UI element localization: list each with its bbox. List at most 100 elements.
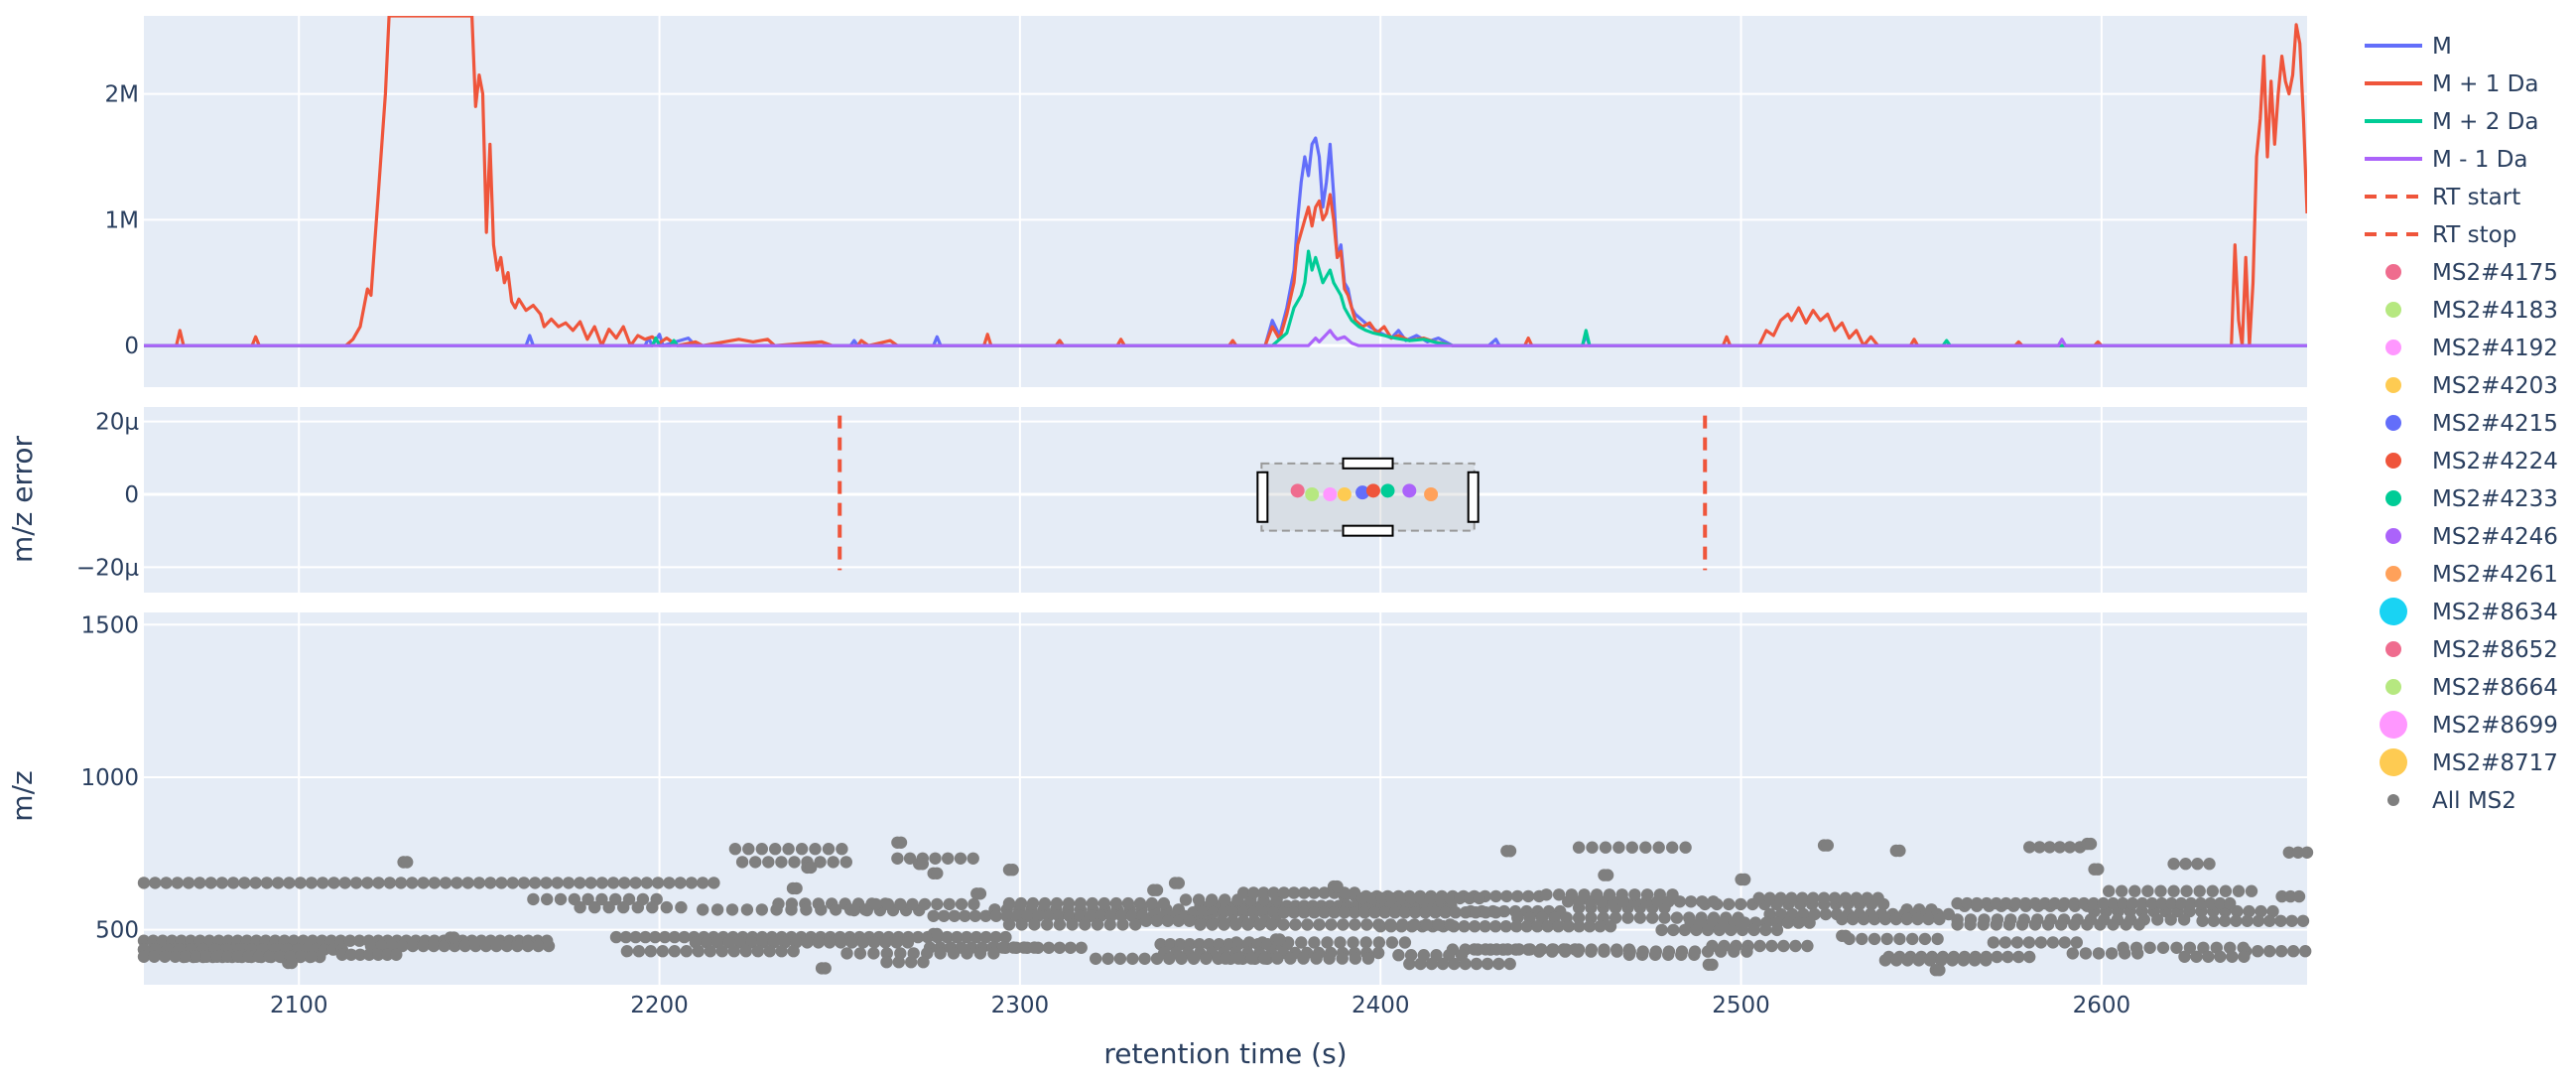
- ms2-point[interactable]: [948, 909, 961, 922]
- ms2-point[interactable]: [1540, 888, 1553, 901]
- ms2-point[interactable]: [656, 945, 669, 958]
- ms2-point[interactable]: [1500, 889, 1513, 903]
- ms2-point[interactable]: [527, 892, 540, 906]
- ms2-point[interactable]: [541, 892, 554, 906]
- ms2-point[interactable]: [2151, 913, 2164, 926]
- ms2-point[interactable]: [890, 936, 903, 949]
- ms2-point[interactable]: [2252, 914, 2265, 927]
- ms2-point[interactable]: [989, 909, 1003, 922]
- ms2-point[interactable]: [335, 948, 348, 961]
- ms2-point[interactable]: [1541, 920, 1555, 933]
- ms2-point[interactable]: [1459, 957, 1472, 971]
- ms2-point[interactable]: [2219, 884, 2233, 897]
- ms2-point[interactable]: [2023, 950, 2036, 964]
- ms2-point[interactable]: [458, 939, 471, 953]
- ms2-point[interactable]: [1612, 841, 1625, 854]
- ms2-point[interactable]: [880, 956, 893, 969]
- ms2-point[interactable]: [1403, 957, 1416, 971]
- ms2-point[interactable]: [1284, 952, 1297, 965]
- ms2-point[interactable]: [2117, 896, 2129, 910]
- ms2-point[interactable]: [137, 934, 151, 947]
- ms2-point[interactable]: [1957, 954, 1970, 967]
- ms2-point[interactable]: [221, 950, 234, 963]
- ms2-point[interactable]: [1890, 954, 1903, 967]
- ms2-point[interactable]: [966, 852, 979, 865]
- ms2-point[interactable]: [1623, 945, 1636, 958]
- ms2-point[interactable]: [1133, 896, 1147, 910]
- legend-item[interactable]: All MS2: [2387, 788, 2516, 814]
- ms2-point[interactable]: [1404, 891, 1418, 905]
- ms2-point[interactable]: [2131, 947, 2144, 960]
- ms2-point[interactable]: [1028, 918, 1041, 931]
- ms2-point[interactable]: [2274, 914, 2287, 927]
- ms2-point[interactable]: [1385, 891, 1398, 905]
- ms2-point[interactable]: [658, 930, 672, 944]
- ms2-point[interactable]: [226, 877, 240, 889]
- legend-item[interactable]: MS2#8664: [2385, 675, 2558, 701]
- ms2-point[interactable]: [1097, 896, 1111, 910]
- ms2-point[interactable]: [1819, 907, 1833, 921]
- ms2-point[interactable]: [2068, 896, 2081, 910]
- ms2-point[interactable]: [1287, 886, 1301, 899]
- ms2-point[interactable]: [1684, 895, 1698, 908]
- ms2-point[interactable]: [2094, 918, 2107, 931]
- ms2-point[interactable]: [2291, 846, 2305, 859]
- ms2-point[interactable]: [1298, 906, 1311, 919]
- ms2-point[interactable]: [532, 939, 545, 953]
- ms2-point[interactable]: [343, 934, 356, 947]
- ms2-point[interactable]: [362, 948, 376, 961]
- ms2-point[interactable]: [788, 856, 801, 869]
- ms2-point[interactable]: [1425, 957, 1439, 971]
- ms2-point[interactable]: [1323, 952, 1336, 965]
- ms2-point[interactable]: [1277, 886, 1291, 899]
- ms2-point[interactable]: [959, 909, 971, 922]
- error-point-ms2-4175[interactable]: [1290, 483, 1305, 498]
- ms2-point[interactable]: [725, 903, 739, 916]
- ms2-point[interactable]: [1511, 889, 1524, 903]
- ms2-point[interactable]: [881, 897, 895, 911]
- ms2-point[interactable]: [805, 861, 818, 875]
- ms2-point[interactable]: [2019, 896, 2032, 910]
- ms2-point[interactable]: [1318, 886, 1331, 899]
- ms2-point[interactable]: [1971, 896, 1984, 910]
- ms2-point[interactable]: [1868, 912, 1881, 926]
- ms2-point[interactable]: [968, 909, 981, 922]
- ms2-point[interactable]: [894, 836, 908, 849]
- ms2-point[interactable]: [1723, 897, 1736, 911]
- ms2-point[interactable]: [2266, 904, 2279, 918]
- ms2-point[interactable]: [860, 903, 873, 917]
- ms2-point[interactable]: [751, 945, 764, 958]
- ms2-point[interactable]: [1489, 889, 1502, 903]
- ms2-point[interactable]: [1336, 952, 1349, 965]
- ms2-point[interactable]: [996, 941, 1009, 954]
- ms2-point[interactable]: [903, 852, 917, 865]
- ms2-point[interactable]: [979, 909, 992, 922]
- ms2-point[interactable]: [2292, 889, 2306, 903]
- ms2-point[interactable]: [1121, 896, 1135, 910]
- ms2-point[interactable]: [1739, 873, 1751, 886]
- ms2-point[interactable]: [1360, 918, 1373, 931]
- ms2-point[interactable]: [916, 858, 929, 871]
- ms2-point[interactable]: [158, 950, 172, 963]
- ms2-point[interactable]: [2203, 858, 2216, 871]
- legend-item[interactable]: MS2#8652: [2385, 637, 2558, 663]
- ms2-point[interactable]: [2077, 896, 2091, 910]
- ms2-point[interactable]: [1138, 952, 1151, 965]
- ms2-point[interactable]: [574, 900, 586, 914]
- ms2-point[interactable]: [1552, 920, 1565, 933]
- ms2-point[interactable]: [588, 900, 601, 914]
- ms2-point[interactable]: [869, 897, 882, 911]
- ms2-point[interactable]: [2296, 914, 2310, 927]
- ms2-point[interactable]: [353, 948, 367, 961]
- ms2-point[interactable]: [1828, 891, 1842, 904]
- ms2-point[interactable]: [979, 930, 992, 944]
- ms2-point[interactable]: [1090, 952, 1102, 965]
- ms2-point[interactable]: [1678, 923, 1692, 937]
- ms2-point[interactable]: [934, 947, 947, 960]
- ms2-point[interactable]: [931, 927, 944, 941]
- ms2-point[interactable]: [1355, 891, 1369, 905]
- ms2-point[interactable]: [326, 943, 339, 956]
- legend-item[interactable]: MS2#4246: [2385, 524, 2558, 550]
- ms2-point[interactable]: [2231, 904, 2244, 918]
- ms2-point[interactable]: [1237, 886, 1250, 899]
